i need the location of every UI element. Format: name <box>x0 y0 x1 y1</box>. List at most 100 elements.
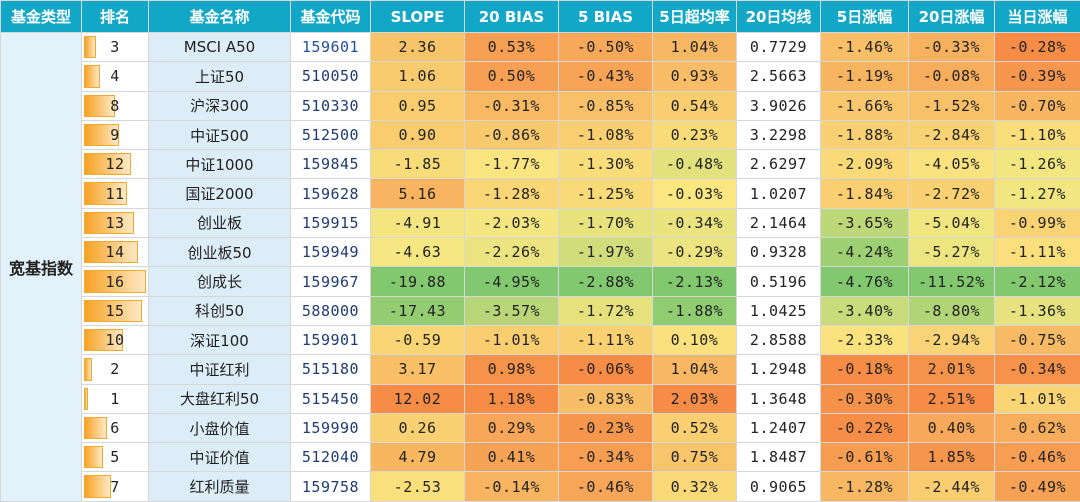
rank-value: 4 <box>110 67 120 86</box>
rank-cell: 4 <box>81 61 149 92</box>
rank-data-bar <box>84 446 104 469</box>
chg20-cell: -2.72% <box>908 178 995 209</box>
excess5-cell: 2.03% <box>652 383 737 414</box>
slope-cell: 1.06 <box>370 61 465 92</box>
fund-code-cell: 510050 <box>290 61 371 92</box>
rank-cell: 6 <box>81 412 149 444</box>
bias20-cell: -2.03% <box>464 207 559 239</box>
bias5-cell: -0.50% <box>558 31 653 63</box>
rank-value: 8 <box>110 96 120 115</box>
excess5-cell: -0.29% <box>652 237 737 268</box>
excess5-cell: -1.88% <box>652 295 737 326</box>
table-row: 7 红利质量 159758 -2.53 -0.14% -0.46% 0.32% 0.9065-… <box>1 471 1080 502</box>
bias20-cell: -1.28% <box>464 178 559 209</box>
fund-name-cell: 中证价值 <box>148 442 291 473</box>
slope-cell: -4.63 <box>370 237 465 268</box>
rank-data-bar <box>84 123 119 147</box>
fund-name-cell: 中证红利 <box>148 354 291 385</box>
slope-cell: 5.16 <box>370 178 465 209</box>
chg20-cell: 1.85% <box>908 442 995 473</box>
bias5-cell: -2.88% <box>558 266 653 297</box>
bias5-cell: -1.25% <box>558 178 653 209</box>
chg5-cell: -0.30% <box>820 383 909 414</box>
table-row: 8 沪深300 510330 0.95 -0.31% -0.85% 0.54% 3.9026-… <box>1 90 1080 121</box>
bias5-cell: -1.72% <box>558 295 653 326</box>
rank-data-bar <box>84 328 123 352</box>
bias20-cell: 0.98% <box>464 354 559 385</box>
excess5-cell: -2.13% <box>652 266 737 297</box>
fund-code-cell: 159901 <box>290 324 371 356</box>
excess5-cell: 0.75% <box>652 442 737 473</box>
rank-cell: 15 <box>81 295 149 326</box>
fund-code-cell: 159628 <box>290 178 371 209</box>
chg1-cell: -1.26% <box>994 149 1080 180</box>
ma20-cell: 0.7729 <box>736 31 821 63</box>
rank-cell: 16 <box>81 266 149 297</box>
fund-name-cell: 深证100 <box>148 324 291 356</box>
table-row: 16 创成长 159967 -19.88 -4.95% -2.88% -2.13% 0.519… <box>1 266 1080 297</box>
chg1-cell: -0.28% <box>994 31 1080 63</box>
chg20-cell: -0.33% <box>908 31 995 63</box>
chg20-cell: -8.80% <box>908 295 995 326</box>
header-fund-name: 基金名称 <box>148 0 291 33</box>
fund-code-cell: 159990 <box>290 412 371 444</box>
chg20-cell: 2.01% <box>908 354 995 385</box>
bias20-cell: -3.57% <box>464 295 559 326</box>
rank-cell: 11 <box>81 178 149 209</box>
chg20-cell: 2.51% <box>908 383 995 414</box>
slope-cell: -2.53 <box>370 471 465 502</box>
fund-code-cell: 588000 <box>290 295 371 326</box>
chg1-cell: -0.49% <box>994 471 1080 502</box>
rank-data-bar <box>84 153 131 176</box>
header-row: 基金类型 排名 基金名称 基金代码 SLOPE 20 BIAS 5 BIAS 5日超均率 20日… <box>0 0 1080 33</box>
bias5-cell: -0.06% <box>558 354 653 385</box>
rank-cell: 9 <box>81 119 149 151</box>
ma20-cell: 2.1464 <box>736 207 821 239</box>
slope-cell: 3.17 <box>370 354 465 385</box>
fund-code-cell: 510330 <box>290 90 371 121</box>
header-excess5: 5日超均率 <box>652 0 737 33</box>
header-chg1: 当日涨幅 <box>994 0 1080 33</box>
fund-name-cell: 国证2000 <box>148 178 291 209</box>
bias5-cell: -1.97% <box>558 237 653 268</box>
chg5-cell: -0.61% <box>820 442 909 473</box>
chg5-cell: -1.66% <box>820 90 909 121</box>
header-bias20: 20 BIAS <box>464 0 559 33</box>
bias20-cell: -4.95% <box>464 266 559 297</box>
excess5-cell: 0.93% <box>652 61 737 92</box>
excess5-cell: 0.10% <box>652 324 737 356</box>
chg20-cell: -1.52% <box>908 90 995 121</box>
rank-data-bar <box>84 182 127 205</box>
excess5-cell: -0.48% <box>652 149 737 180</box>
table-row: 11 国证2000 159628 5.16 -1.28% -1.25% -0.03% 1.02… <box>1 178 1080 209</box>
chg5-cell: -0.22% <box>820 412 909 444</box>
chg1-cell: -0.39% <box>994 61 1080 92</box>
chg5-cell: -1.19% <box>820 61 909 92</box>
bias20-cell: -2.26% <box>464 237 559 268</box>
table-row: 4 上证50 510050 1.06 0.50% -0.43% 0.93% 2.5663 -1.… <box>1 61 1080 92</box>
ma20-cell: 0.5196 <box>736 266 821 297</box>
slope-cell: 0.26 <box>370 412 465 444</box>
excess5-cell: 1.04% <box>652 31 737 63</box>
fund-code-cell: 515450 <box>290 383 371 414</box>
excess5-cell: 0.23% <box>652 119 737 151</box>
bias5-cell: -0.34% <box>558 442 653 473</box>
bias5-cell: -1.08% <box>558 119 653 151</box>
ma20-cell: 2.5663 <box>736 61 821 92</box>
chg5-cell: -1.88% <box>820 119 909 151</box>
fund-name-cell: 创业板50 <box>148 237 291 268</box>
fund-code-cell: 515180 <box>290 354 371 385</box>
table-row: 9 中证500 512500 0.90 -0.86% -1.08% 0.23% 3.2298-… <box>1 119 1080 151</box>
rank-value: 7 <box>110 477 120 496</box>
chg5-cell: -4.76% <box>820 266 909 297</box>
rank-cell: 14 <box>81 237 149 268</box>
rank-value: 2 <box>110 360 120 379</box>
chg20-cell: -2.44% <box>908 471 995 502</box>
ma20-cell: 2.6297 <box>736 149 821 180</box>
rank-cell: 8 <box>81 90 149 121</box>
fund-name-cell: 大盘红利50 <box>148 383 291 414</box>
chg1-cell: -0.62% <box>994 412 1080 444</box>
header-fund-code: 基金代码 <box>290 0 371 33</box>
chg1-cell: -0.75% <box>994 324 1080 356</box>
